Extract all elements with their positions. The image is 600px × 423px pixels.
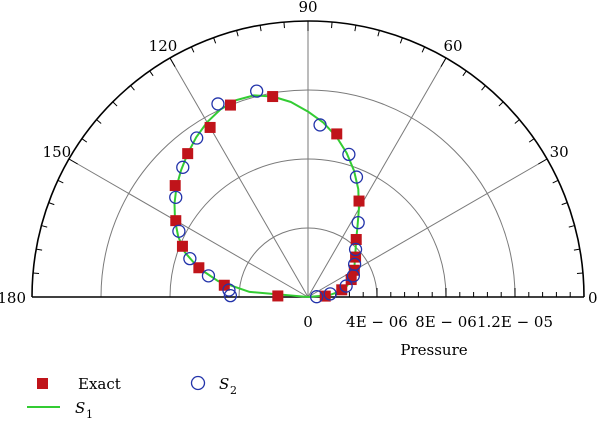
angular-tick <box>190 46 195 53</box>
point-s2 <box>342 147 356 162</box>
angular-tick <box>213 37 217 44</box>
angular-tick <box>81 138 88 143</box>
legend-label-s2: S <box>219 375 229 393</box>
point-s2 <box>190 131 204 145</box>
point-s2 <box>349 170 364 184</box>
angular-tick <box>68 158 78 165</box>
point-s2 <box>351 215 365 230</box>
angular-tick <box>33 272 40 274</box>
legend-label-s1-subscript: 1 <box>86 408 93 421</box>
legend: Exact S 2S 1 <box>27 375 237 421</box>
legend-swatch-exact <box>37 378 48 389</box>
point-s2 <box>172 224 186 238</box>
point-s2 <box>211 97 225 111</box>
angular-tick <box>48 202 55 206</box>
point-s2 <box>339 279 353 293</box>
angular-tick <box>41 225 48 228</box>
point-exact <box>224 99 236 111</box>
angle-label-90: 90 <box>298 0 317 16</box>
point-exact <box>193 262 205 274</box>
angular-tick <box>568 225 575 228</box>
point-s2 <box>348 242 363 257</box>
angular-tick <box>149 70 154 77</box>
point-s2 <box>201 269 216 283</box>
angular-tick <box>561 202 568 206</box>
angle-label-150: 150 <box>43 143 72 161</box>
polar-grid <box>68 21 548 298</box>
angular-tick <box>36 248 43 251</box>
point-exact <box>169 180 181 192</box>
angular-tick <box>236 30 239 37</box>
angle-label-0: 0 <box>588 289 598 307</box>
spoke-120 <box>169 57 309 298</box>
point-s2 <box>323 287 337 301</box>
spoke-30 <box>307 158 548 298</box>
angle-label-60: 60 <box>443 37 462 55</box>
point-exact <box>218 279 230 291</box>
point-exact <box>350 234 362 246</box>
angular-tick <box>481 85 486 91</box>
angular-tick <box>354 25 357 32</box>
point-exact <box>345 274 357 286</box>
point-s2 <box>183 251 197 266</box>
angular-tick <box>514 119 520 124</box>
angular-tick <box>538 158 548 165</box>
angular-tick <box>331 22 333 29</box>
point-s2 <box>347 257 362 271</box>
point-exact <box>170 215 182 227</box>
angular-tick <box>576 272 583 274</box>
radial-tick-labels: 0 4E − 06 8E − 06 1.2E − 05 <box>303 313 553 331</box>
angular-tick <box>169 57 176 67</box>
point-exact <box>182 148 194 160</box>
point-s2 <box>223 288 238 303</box>
angular-tick <box>57 179 64 184</box>
legend-label-exact: Exact <box>78 375 121 393</box>
legend-label-s1: S <box>75 399 85 417</box>
angular-tick <box>528 138 535 143</box>
point-exact <box>204 121 216 133</box>
point-exact <box>176 240 188 252</box>
point-s2 <box>250 84 264 98</box>
radial-label-1: 4E − 06 <box>346 313 408 331</box>
radial-label-2: 8E − 06 <box>415 313 477 331</box>
point-exact <box>353 195 365 207</box>
angular-tick <box>440 57 447 67</box>
angular-tick <box>498 101 504 107</box>
point-exact <box>272 290 284 302</box>
angular-tick <box>462 70 467 77</box>
angular-tick <box>96 119 102 124</box>
angular-tick <box>130 85 135 91</box>
point-exact <box>350 251 362 263</box>
angular-tick <box>573 248 580 251</box>
angle-label-180: 180 <box>0 289 26 307</box>
angular-tick <box>399 37 403 44</box>
angular-tick <box>112 101 118 107</box>
point-s2 <box>222 283 236 297</box>
series-layer <box>169 84 365 304</box>
angle-label-30: 30 <box>550 143 569 161</box>
point-exact <box>331 128 343 140</box>
angle-label-120: 120 <box>149 37 178 55</box>
spoke-60 <box>307 57 447 298</box>
angular-tick <box>421 46 426 53</box>
point-s2 <box>309 290 324 304</box>
angular-tick-labels: 0 30 60 90 120 150 180 <box>0 0 598 307</box>
point-s2 <box>313 118 327 132</box>
angular-tick <box>259 25 262 32</box>
radial-label-3: 1.2E − 05 <box>477 313 553 331</box>
radial-label-0: 0 <box>303 313 313 331</box>
angular-tick <box>552 179 559 184</box>
angular-tick <box>283 22 285 29</box>
legend-swatch-s2 <box>190 375 206 391</box>
spoke-150 <box>68 158 309 298</box>
point-exact <box>267 91 279 103</box>
legend-label-s2-subscript: 2 <box>230 384 237 397</box>
angular-tick <box>377 30 380 37</box>
point-s2 <box>169 190 183 204</box>
point-s2 <box>176 160 190 174</box>
radial-axis-label: Pressure <box>400 341 467 359</box>
